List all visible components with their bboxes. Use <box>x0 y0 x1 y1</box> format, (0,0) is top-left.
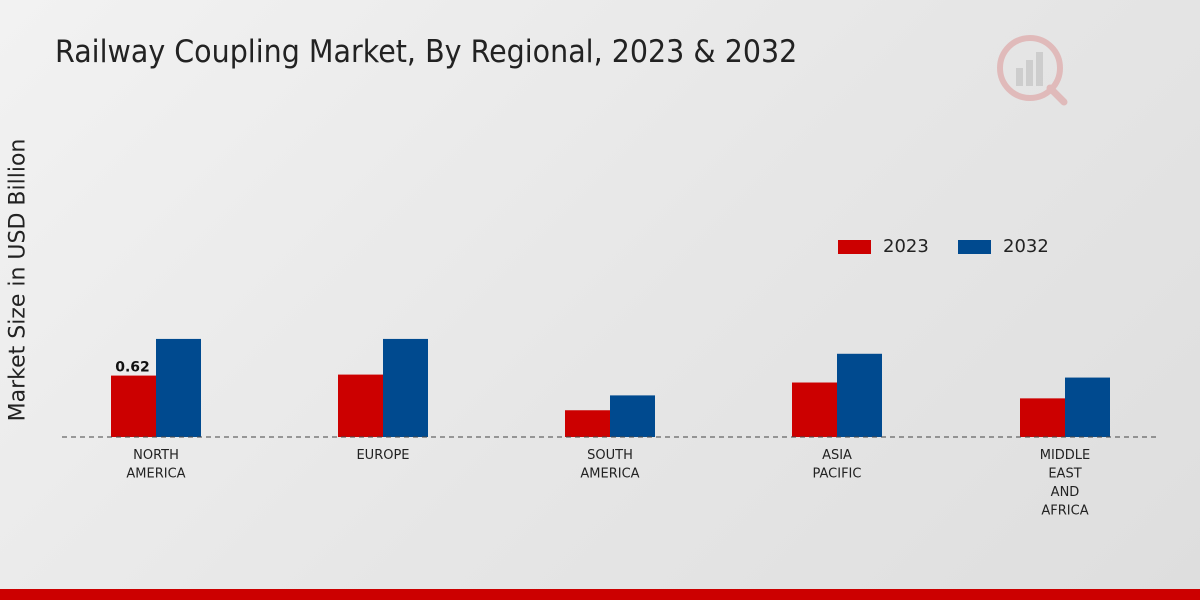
watermark-logo-icon <box>997 35 1068 106</box>
x-tick-label-4-0: MIDDLE <box>1040 448 1091 463</box>
bar-2032-2 <box>610 395 655 437</box>
x-tick-label-2-1: AMERICA <box>580 467 639 482</box>
bar-2023-4 <box>1020 398 1065 437</box>
x-tick-label-3-1: PACIFIC <box>813 467 862 482</box>
x-tick-label-4-1: EAST <box>1048 467 1081 482</box>
bar-2023-3 <box>792 382 837 437</box>
bar-2023-0 <box>111 375 156 437</box>
x-tick-label-4-3: AFRICA <box>1041 504 1088 519</box>
legend-label-2032: 2032 <box>1003 236 1049 257</box>
bar-2023-1 <box>338 374 383 437</box>
legend-2023: 2023 <box>838 236 929 257</box>
x-tick-label-3-0: ASIA <box>822 448 852 463</box>
x-tick-label-4-2: AND <box>1051 485 1080 500</box>
legend-swatch-2032 <box>958 239 991 254</box>
x-tick-label-0-1: AMERICA <box>126 467 185 482</box>
bar-2032-3 <box>837 353 882 437</box>
legend-label-2023: 2023 <box>883 236 929 257</box>
x-tick-label-2-0: SOUTH <box>587 448 633 463</box>
data-label-0: 0.62 <box>115 360 150 376</box>
bar-2023-2 <box>565 410 610 437</box>
legend-2032: 2032 <box>958 236 1049 257</box>
bar-2032-1 <box>383 338 428 437</box>
chart-title: Railway Coupling Market, By Regional, 20… <box>55 34 798 70</box>
x-tick-label-1-0: EUROPE <box>356 448 409 463</box>
legend-swatch-2023 <box>838 239 871 254</box>
footer-bar <box>0 589 1200 600</box>
bar-2032-0 <box>156 338 201 437</box>
x-tick-label-0-0: NORTH <box>133 448 179 463</box>
bar-2032-4 <box>1065 377 1110 437</box>
